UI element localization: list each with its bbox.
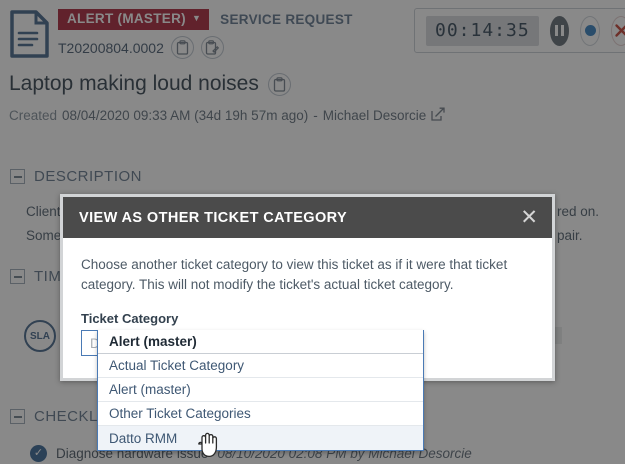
modal-header: VIEW AS OTHER TICKET CATEGORY ✕ — [63, 197, 552, 238]
modal-description: Choose another ticket category to view t… — [81, 257, 508, 292]
ticket-category-dropdown[interactable]: Alert (master) Actual Ticket Category Al… — [97, 330, 424, 451]
dropdown-group-other[interactable]: Other Ticket Categories — [98, 402, 423, 426]
dropdown-option-datto-rmm[interactable]: Datto RMM — [98, 426, 423, 450]
dropdown-current-value[interactable]: Alert (master) — [98, 330, 423, 354]
dropdown-option-alert-master[interactable]: Alert (master) — [98, 378, 423, 402]
modal-title: VIEW AS OTHER TICKET CATEGORY — [79, 209, 348, 226]
ticket-category-label: Ticket Category — [81, 311, 179, 327]
close-icon[interactable]: ✕ — [520, 206, 538, 229]
dropdown-group-actual[interactable]: Actual Ticket Category — [98, 354, 423, 378]
